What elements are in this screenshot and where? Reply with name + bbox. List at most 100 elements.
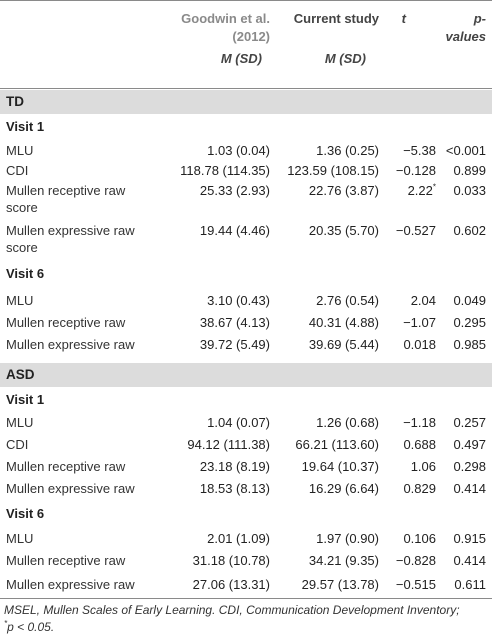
current-value: 1.36 (0.25) xyxy=(316,143,379,158)
significance-mark: * xyxy=(432,182,436,192)
measure-label: Mullen receptive raw xyxy=(6,553,126,568)
goodwin-value: 2.01 (1.09) xyxy=(207,531,270,546)
measure-label: Mullen receptive raw xyxy=(6,315,126,330)
measure-label: MLU xyxy=(6,143,34,158)
current-value: 16.29 (6.64) xyxy=(308,481,379,496)
footnote-asterisk: * xyxy=(4,619,8,628)
t-value-text: −0.527 xyxy=(395,223,436,238)
t-value: 2.22* xyxy=(378,182,436,199)
goodwin-value: 39.72 (5.49) xyxy=(199,337,270,352)
current-value: 2.76 (0.54) xyxy=(316,293,379,308)
measure-label: Mullen expressive raw score xyxy=(6,223,135,255)
current-value: 66.21 (113.60) xyxy=(295,437,379,452)
t-value-text: −5.38 xyxy=(403,143,436,158)
measure-label: MLU xyxy=(6,415,34,430)
t-value: −5.38 xyxy=(378,142,436,159)
header-p-values-text: p-values xyxy=(445,11,486,44)
current-value: 22.76 (3.87) xyxy=(308,183,379,198)
p-value: 0.602 xyxy=(453,223,486,238)
visit-label: Visit 6 xyxy=(6,506,45,521)
group-header-asd: ASD xyxy=(0,363,492,387)
p-value: 0.985 xyxy=(453,337,486,352)
t-value-text: 0.018 xyxy=(403,337,436,352)
footnote-line-2: *p < 0.05. xyxy=(4,619,490,636)
header-goodwin-stat: M (SD) xyxy=(220,51,262,66)
t-value-text: 2.04 xyxy=(410,293,436,308)
p-value: 0.899 xyxy=(453,163,486,178)
group-header-td: TD xyxy=(0,90,492,114)
t-value-text: −0.128 xyxy=(395,163,436,178)
t-value: 1.06 xyxy=(378,458,436,475)
visit-label: Visit 1 xyxy=(6,392,45,407)
t-value: 0.829 xyxy=(378,480,436,497)
t-value: −0.128 xyxy=(378,162,436,179)
current-value: 34.21 (9.35) xyxy=(308,553,379,568)
visit-label: Visit 6 xyxy=(6,266,45,281)
measure-label: MLU xyxy=(6,293,34,308)
p-value: 0.414 xyxy=(453,553,486,568)
header-current-stat: M (SD) xyxy=(324,51,366,66)
p-value: 0.049 xyxy=(453,293,486,308)
measure-label: Mullen receptive raw xyxy=(6,459,126,474)
p-value: 0.033 xyxy=(453,183,486,198)
p-value: <0.001 xyxy=(445,143,486,158)
header-goodwin-name: Goodwin et al. (2012) xyxy=(181,11,270,44)
t-value-text: −1.18 xyxy=(403,415,436,430)
measure-label: Mullen receptive raw score xyxy=(6,183,126,215)
goodwin-value: 23.18 (8.19) xyxy=(199,459,270,474)
t-value-text: −0.828 xyxy=(395,553,436,568)
goodwin-value: 3.10 (0.43) xyxy=(207,293,270,308)
p-value: 0.298 xyxy=(453,459,486,474)
goodwin-value: 1.04 (0.07) xyxy=(207,415,270,430)
footnote-line-1: MSEL, Mullen Scales of Early Learning. C… xyxy=(4,603,460,617)
t-value: −1.07 xyxy=(378,314,436,331)
current-value: 29.57 (13.78) xyxy=(301,577,379,592)
goodwin-value: 18.53 (8.13) xyxy=(199,481,270,496)
current-value: 123.59 (108.15) xyxy=(287,163,379,178)
header-current-name: Current study xyxy=(293,11,379,26)
p-value: 0.915 xyxy=(453,531,486,546)
table-footnote: MSEL, Mullen Scales of Early Learning. C… xyxy=(4,602,490,636)
measure-label: CDI xyxy=(6,437,29,452)
table-top-rule xyxy=(0,0,492,1)
measure-label: MLU xyxy=(6,531,34,546)
t-value: 2.04 xyxy=(378,292,436,309)
t-value-text: 0.829 xyxy=(403,481,436,496)
current-value: 1.97 (0.90) xyxy=(316,531,379,546)
footnote-significance: p < 0.05. xyxy=(7,620,55,634)
goodwin-value: 25.33 (2.93) xyxy=(199,183,270,198)
p-value: 0.611 xyxy=(454,577,486,592)
current-value: 39.69 (5.44) xyxy=(308,337,379,352)
t-value: −0.527 xyxy=(378,222,436,239)
t-value-text: 0.688 xyxy=(403,437,436,452)
t-value-text: 2.22 xyxy=(407,183,433,198)
current-value: 19.64 (10.37) xyxy=(301,459,379,474)
goodwin-value: 19.44 (4.46) xyxy=(199,223,270,238)
goodwin-value: 38.67 (4.13) xyxy=(199,315,270,330)
t-value: −0.828 xyxy=(378,552,436,569)
group-label: ASD xyxy=(6,367,35,382)
measure-label: CDI xyxy=(6,163,29,178)
goodwin-value: 27.06 (13.31) xyxy=(192,577,270,592)
current-value: 40.31 (4.88) xyxy=(308,315,379,330)
goodwin-value: 118.78 (114.35) xyxy=(180,163,270,178)
goodwin-value: 94.12 (111.38) xyxy=(187,437,270,452)
current-value: 1.26 (0.68) xyxy=(316,415,379,430)
current-value: 20.35 (5.70) xyxy=(308,223,379,238)
measure-label: Mullen expressive raw xyxy=(6,337,135,352)
t-value-text: −1.07 xyxy=(403,315,436,330)
group-label: TD xyxy=(6,94,24,109)
measure-label: Mullen expressive raw xyxy=(6,481,135,496)
header-t: t xyxy=(401,11,406,26)
p-value: 0.497 xyxy=(453,437,486,452)
t-value: 0.018 xyxy=(378,336,436,353)
t-value: 0.688 xyxy=(378,436,436,453)
goodwin-value: 31.18 (10.78) xyxy=(192,553,270,568)
visit-label: Visit 1 xyxy=(6,119,45,134)
p-value: 0.414 xyxy=(453,481,486,496)
measure-label: Mullen expressive raw xyxy=(6,577,135,592)
t-value-text: 1.06 xyxy=(410,459,436,474)
t-value: 0.106 xyxy=(378,530,436,547)
t-value: −0.515 xyxy=(378,576,436,593)
